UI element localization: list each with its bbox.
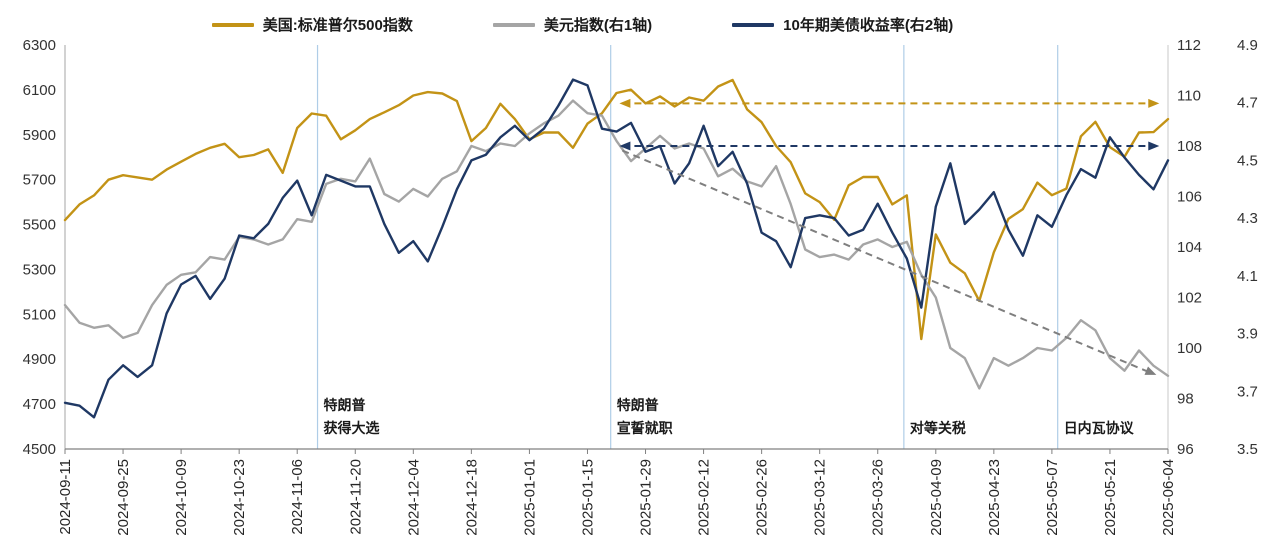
- series-line-0: [63, 78, 1170, 341]
- right-axis1-labels: 96 98 100 102 104 106 108 110 112: [1177, 37, 1202, 458]
- event-annotation-text: 宣誓就职: [617, 420, 673, 436]
- right-axis1-tick-label: 106: [1177, 189, 1202, 206]
- right-axis1-tick-label: 104: [1177, 239, 1202, 256]
- right-axis2-tick-label: 4.7: [1237, 95, 1258, 112]
- axes-frame: [64, 45, 1169, 450]
- left-axis-tick-label: 5900: [23, 127, 56, 144]
- x-axis-tick-label: 2024-10-23: [231, 459, 248, 536]
- left-axis-tick-label: 6300: [23, 37, 56, 54]
- legend-line-swatch: [492, 22, 535, 27]
- right-axis1-tick-label: 102: [1177, 290, 1202, 307]
- right-axis1-tick-label: 110: [1177, 88, 1201, 105]
- x-axis-tick-label: 2025-03-26: [870, 459, 887, 536]
- legend-label: 美国:标准普尔500指数: [262, 17, 413, 34]
- left-axis-tick-label: 5700: [23, 172, 56, 189]
- right-axis2-tick-label: 4.5: [1237, 152, 1258, 169]
- left-axis-tick-label: 6100: [23, 82, 56, 99]
- right-axis2-tick-label: 3.5: [1237, 441, 1258, 458]
- x-axis-tick-label: 2025-01-15: [579, 459, 596, 536]
- right-axis1-tick-label: 112: [1177, 37, 1201, 54]
- x-axis-tick-label: 2024-11-20: [347, 459, 364, 535]
- series-line-1: [63, 99, 1170, 390]
- event-annotation-text: 特朗普: [324, 397, 366, 413]
- x-axis-tick-label: 2025-05-21: [1102, 459, 1119, 536]
- right-axis1-tick-label: 100: [1177, 340, 1202, 357]
- dashed-arrow-line: [621, 149, 1154, 375]
- legend-line-swatch: [732, 22, 775, 27]
- legend-item-1: 美元指数(右1轴): [492, 14, 653, 35]
- right-axis2-labels: 3.5 3.7 3.9 4.1 4.3 4.5 4.7 4.9: [1237, 37, 1258, 458]
- left-axis-labels: 4500 4700 4900 5100 5300 5500 5700 5900 6100 6300: [23, 37, 56, 458]
- x-axis-tick-label: 2024-10-09: [173, 459, 190, 536]
- legend-item-0: 美国:标准普尔500指数: [211, 14, 413, 35]
- right-axis2-tick-label: 3.7: [1237, 383, 1258, 400]
- x-axis-tick-label: 2025-01-01: [521, 459, 538, 536]
- x-axis-tick-label: 2024-11-06: [289, 459, 306, 535]
- series-lines: [63, 78, 1170, 419]
- left-axis-tick-label: 5100: [23, 306, 56, 323]
- x-axis-tick-label: 2025-05-07: [1044, 459, 1061, 536]
- legend-label: 美元指数(右1轴): [543, 17, 653, 34]
- x-axis-tick-label: 2025-01-29: [638, 459, 655, 536]
- right-axis1-tick-label: 98: [1177, 391, 1194, 408]
- x-axis-tick-label: 2024-09-11: [57, 459, 74, 535]
- x-axis-tick-label: 2024-12-18: [463, 459, 480, 536]
- event-lines: [316, 45, 1059, 449]
- x-axis-tick-label: 2025-04-23: [986, 459, 1003, 536]
- trend-arrows: [619, 98, 1160, 375]
- right-axis2-tick-label: 4.9: [1237, 37, 1258, 54]
- right-axis2-tick-label: 3.9: [1237, 326, 1258, 343]
- series-line-2: [63, 78, 1170, 419]
- right-axis1-tick-label: 108: [1177, 138, 1202, 155]
- event-annotation-text: 对等关税: [910, 420, 966, 436]
- right-axis1-tick-label: 96: [1177, 441, 1194, 458]
- right-axis2-tick-label: 4.1: [1237, 268, 1258, 285]
- legend-label: 10年期美债收益率(右2轴): [783, 17, 954, 34]
- left-axis-tick-label: 5500: [23, 217, 56, 234]
- left-axis-tick-label: 4700: [23, 396, 56, 413]
- legend-line-swatch: [211, 22, 254, 27]
- event-annotation-text: 特朗普: [617, 397, 659, 413]
- x-axis-labels: 2024-09-11 2024-09-25 2024-10-09 2024-10-23…: [57, 449, 1177, 536]
- x-axis-tick-label: 2025-06-04: [1160, 459, 1177, 536]
- chart-legend: 美国:标准普尔500指数 美元指数(右1轴) 10年期美债收益率(右2轴): [0, 14, 1220, 35]
- x-axis-tick-label: 2024-12-04: [405, 459, 422, 536]
- x-axis-tick-label: 2025-03-12: [812, 459, 829, 536]
- left-axis-tick-label: 4500: [23, 441, 56, 458]
- right-axis2-tick-label: 4.3: [1237, 210, 1258, 227]
- x-axis-tick-label: 2025-02-26: [754, 459, 771, 536]
- x-axis-tick-label: 2024-09-25: [115, 459, 132, 536]
- x-axis-tick-label: 2025-04-09: [928, 459, 945, 536]
- legend-item-2: 10年期美债收益率(右2轴): [732, 14, 953, 35]
- x-axis-tick-label: 2025-02-12: [696, 459, 713, 536]
- event-annotation-text: 获得大选: [324, 420, 380, 436]
- left-axis-tick-label: 4900: [23, 351, 56, 368]
- left-axis-tick-label: 5300: [23, 261, 56, 278]
- event-annotation-text: 日内瓦协议: [1064, 420, 1135, 436]
